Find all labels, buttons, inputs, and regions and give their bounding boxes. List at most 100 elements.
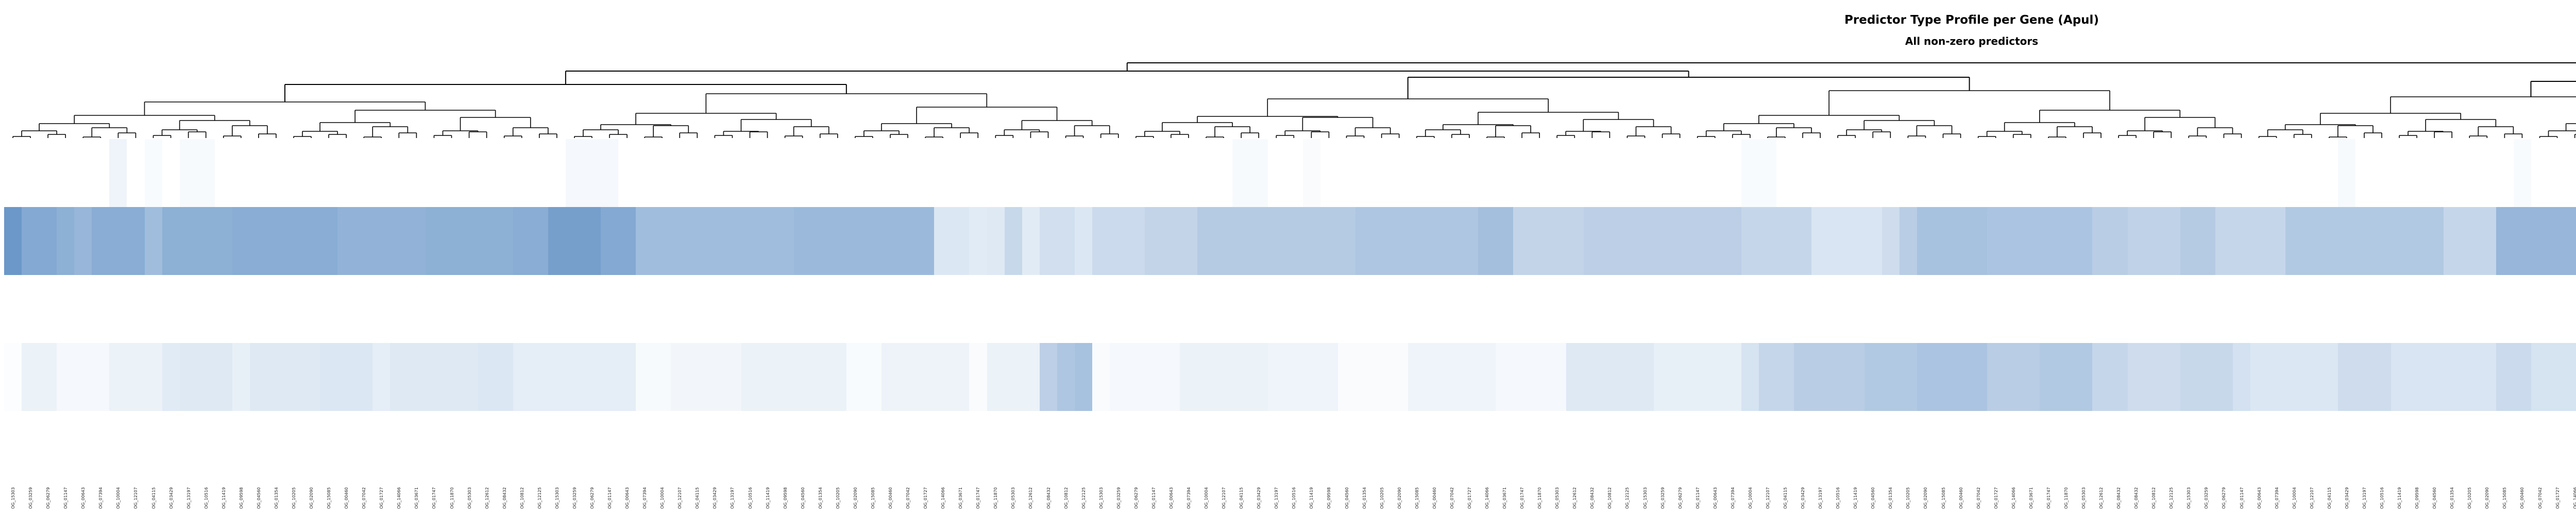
x-tick-label: OG_01354 <box>1888 487 1893 509</box>
heatmap-cell <box>302 343 320 411</box>
heatmap-cell <box>1741 411 1759 479</box>
heatmap-cell <box>57 343 75 411</box>
heatmap-cell <box>846 343 865 411</box>
heatmap-cell <box>1566 343 1584 411</box>
x-tick-label: OG_01147 <box>1695 487 1700 509</box>
heatmap-cell <box>1566 411 1584 479</box>
heatmap-cell <box>934 411 952 479</box>
heatmap-cell <box>741 411 759 479</box>
heatmap-cell <box>899 411 917 479</box>
x-tick-label: OG_01147 <box>607 487 613 509</box>
heatmap-cell <box>653 207 671 275</box>
x-tick-label: OG_08432 <box>2116 487 2122 509</box>
x-tick-label: OG_00643 <box>81 487 86 509</box>
x-tick-label: OG_00460 <box>1958 487 1963 509</box>
heatmap-cell <box>92 207 110 275</box>
heatmap-cell <box>1337 343 1355 411</box>
chart-title: Predictor Type Profile per Gene (Apul) <box>1844 13 2099 27</box>
heatmap-cell <box>2303 207 2321 275</box>
heatmap-cell <box>1127 207 1145 275</box>
heatmap-cell <box>1531 139 1549 207</box>
heatmap-cell <box>214 343 232 411</box>
x-tick-label: OG_07042 <box>1976 487 1981 509</box>
heatmap-cell <box>1127 411 1145 479</box>
heatmap-cell <box>1636 139 1654 207</box>
heatmap-cell <box>1057 411 1075 479</box>
heatmap-cell <box>443 207 461 275</box>
heatmap-cell <box>1636 343 1654 411</box>
heatmap-cell <box>1583 139 1601 207</box>
heatmap-cell <box>2040 343 2058 411</box>
heatmap-cell <box>2320 411 2338 479</box>
heatmap-cell <box>267 411 285 479</box>
heatmap-cell <box>1109 343 1127 411</box>
heatmap-cell <box>1478 207 1496 275</box>
heatmap-cell <box>846 411 865 479</box>
heatmap-cell <box>2408 275 2426 343</box>
heatmap-cell <box>2373 411 2391 479</box>
heatmap-cell <box>1917 411 1935 479</box>
heatmap-cell <box>2075 139 2093 207</box>
heatmap-cell <box>653 275 671 343</box>
heatmap-cell <box>1162 275 1180 343</box>
heatmap-cell <box>2513 343 2531 411</box>
heatmap-cell <box>811 275 829 343</box>
heatmap-cell <box>618 139 636 207</box>
heatmap-cell <box>2461 275 2479 343</box>
heatmap-cell <box>267 139 285 207</box>
heatmap-cell <box>1970 275 1988 343</box>
heatmap-cell <box>2338 343 2356 411</box>
x-tick-label: OG_07042 <box>1449 487 1454 509</box>
heatmap-cell <box>2496 207 2514 275</box>
heatmap-cell <box>530 411 548 479</box>
heatmap-cell <box>1759 275 1777 343</box>
heatmap-cell <box>846 139 865 207</box>
heatmap-cell <box>917 275 935 343</box>
heatmap-cell <box>2338 275 2356 343</box>
heatmap-cell <box>1461 207 1479 275</box>
heatmap-cell <box>1215 207 1233 275</box>
heatmap-cell <box>987 275 1005 343</box>
heatmap-cell <box>952 411 970 479</box>
x-tick-label: OG_15303 <box>1098 487 1104 509</box>
heatmap-cell <box>793 343 811 411</box>
heatmap-cell <box>1302 343 1320 411</box>
heatmap-cell <box>548 411 566 479</box>
heatmap-cell <box>1899 207 1917 275</box>
heatmap-cell <box>2005 207 2023 275</box>
heatmap-cell <box>460 139 478 207</box>
heatmap-cell <box>2075 411 2093 479</box>
heatmap-cell <box>74 139 92 207</box>
heatmap-cell <box>1145 343 1163 411</box>
heatmap-cell <box>1741 275 1759 343</box>
heatmap-cell <box>1829 411 1847 479</box>
heatmap-cell <box>934 343 952 411</box>
heatmap-cell <box>1039 411 1057 479</box>
heatmap-cell <box>1197 411 1215 479</box>
heatmap-cell <box>1320 139 1338 207</box>
heatmap-cell <box>1250 343 1268 411</box>
x-tick-label: OG_11870 <box>2063 487 2069 509</box>
heatmap-cell <box>1653 343 1671 411</box>
heatmap-cell <box>2531 139 2549 207</box>
heatmap-cell <box>1583 411 1601 479</box>
x-tick-label: OG_12107 <box>1765 487 1770 509</box>
heatmap-cell <box>320 139 338 207</box>
x-tick-label: OG_00460 <box>344 487 349 509</box>
heatmap-cell <box>1671 275 1689 343</box>
heatmap-cell <box>1917 139 1935 207</box>
x-tick-label: OG_10812 <box>1063 487 1069 509</box>
heatmap-cell <box>934 275 952 343</box>
heatmap-cell <box>1794 411 1812 479</box>
heatmap-cell <box>320 343 338 411</box>
x-tick-label: OG_07394 <box>642 487 648 509</box>
heatmap-cell <box>882 411 900 479</box>
x-tick-label: OG_07042 <box>2537 487 2543 509</box>
heatmap-cell <box>2303 343 2321 411</box>
heatmap-cell <box>355 343 373 411</box>
heatmap-cell <box>2022 207 2040 275</box>
heatmap-cell <box>1092 275 1110 343</box>
x-tick-label: OG_10205 <box>2467 487 2472 509</box>
heatmap-cell <box>337 411 355 479</box>
heatmap-cell <box>4 343 22 411</box>
